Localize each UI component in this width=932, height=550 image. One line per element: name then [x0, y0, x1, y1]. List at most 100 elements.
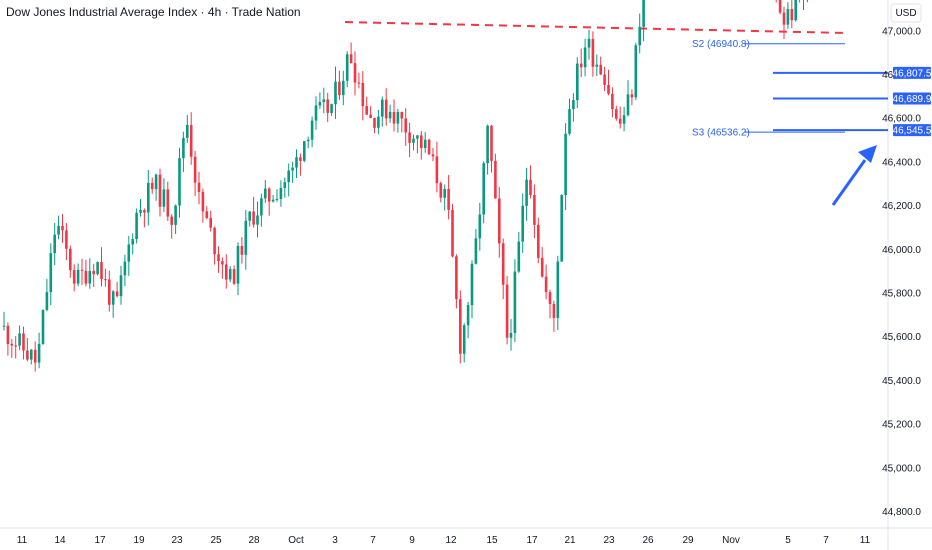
candle-body — [790, 9, 794, 21]
candle-body — [509, 332, 513, 338]
candle-body — [455, 256, 458, 300]
candle-body — [474, 238, 478, 264]
candle-body — [18, 333, 21, 346]
candle-body — [622, 115, 626, 124]
candle-body — [135, 212, 138, 240]
y-tick-label: 44,800.0 — [882, 507, 921, 518]
support-price-badge — [893, 66, 931, 79]
candle-body — [630, 94, 634, 98]
candle-body — [404, 118, 407, 133]
candle-body — [548, 292, 552, 304]
candle-body — [201, 191, 205, 212]
candle-body — [37, 343, 41, 363]
candle-body — [579, 63, 583, 68]
candle-body — [466, 305, 470, 326]
candle-body — [439, 183, 443, 198]
candle-body — [267, 188, 271, 202]
candle-body — [108, 279, 111, 305]
candle-body — [303, 141, 306, 161]
y-tick-label: 46,400.0 — [882, 157, 921, 168]
candle-body — [225, 264, 228, 280]
candle-body — [256, 215, 259, 225]
support-price-badge-text: 46,807.5 — [893, 68, 932, 79]
candle-body — [260, 198, 263, 216]
candle-body — [443, 188, 446, 198]
candle-body — [111, 291, 115, 305]
candle-body — [642, 0, 645, 27]
currency-button[interactable] — [890, 3, 922, 23]
x-tick-label: 11 — [860, 535, 871, 546]
candle-body — [396, 111, 400, 124]
candle-body — [53, 234, 56, 254]
candle-body — [178, 158, 181, 206]
candle-body — [537, 224, 540, 258]
candle-body — [377, 116, 380, 128]
candle-body — [131, 239, 134, 245]
candle-body — [618, 118, 622, 124]
candle-body — [88, 270, 92, 284]
candle-body — [76, 269, 80, 284]
candle-body — [365, 106, 368, 115]
candle-body — [572, 100, 575, 110]
candle-body — [205, 211, 209, 219]
levels-layer: R2 (48341.8)(47937.2)S1 (47236.7)S2 (469… — [344, 21, 888, 139]
candle-body — [299, 157, 302, 161]
y-tick-label: 45,400.0 — [882, 376, 921, 387]
candle-body — [189, 124, 193, 157]
candle-body — [174, 205, 177, 225]
candle-body — [123, 261, 127, 276]
y-tick-label: 45,600.0 — [882, 332, 921, 343]
candle-body — [615, 109, 618, 119]
candle-body — [322, 99, 326, 103]
candle-body — [22, 333, 25, 351]
candle-body — [170, 216, 173, 225]
candle-body — [576, 63, 579, 101]
candle-body — [330, 104, 333, 113]
candle-body — [490, 125, 493, 161]
candle-body — [6, 325, 10, 344]
candle-body — [626, 94, 630, 116]
currency-label: USD — [895, 8, 916, 19]
candle-body — [49, 253, 53, 293]
candle-body — [310, 120, 314, 140]
candle-body — [357, 82, 361, 84]
candle-body — [587, 38, 591, 48]
x-tick-label: 17 — [94, 535, 106, 546]
candle-body — [388, 111, 392, 119]
candle-body — [221, 261, 224, 265]
candle-body — [182, 137, 185, 159]
candle-body — [540, 257, 544, 277]
x-tick-label: 15 — [486, 535, 498, 546]
candle-body — [279, 187, 283, 199]
candle-body — [158, 174, 162, 207]
candle-body — [2, 325, 6, 327]
time-axis[interactable]: 11 14 17 19 23 25 28 Oct 3 7 9 12 15 17 21 23 26 29 Nov 5 7 1… — [17, 535, 871, 546]
y-tick-label: 45,200.0 — [882, 420, 921, 431]
candle-body — [459, 299, 462, 354]
candle-body — [611, 93, 614, 110]
pivot-label: S3 (46536.2) — [692, 128, 750, 139]
candle-body — [236, 245, 240, 284]
candle-body — [482, 163, 485, 215]
candle-body — [420, 135, 423, 149]
candle-body — [517, 241, 521, 272]
candle-body — [529, 179, 532, 196]
candle-body — [544, 276, 548, 293]
candle-body — [591, 38, 595, 67]
candle-body — [412, 138, 415, 143]
candle-body — [69, 248, 72, 271]
candle-body — [392, 111, 396, 124]
candle-body — [143, 210, 146, 213]
candle-body — [560, 195, 563, 262]
annotation-layer — [831, 145, 877, 206]
x-tick-label: 17 — [526, 535, 538, 546]
candle-body — [505, 284, 509, 338]
candle-body — [33, 349, 37, 363]
candle-body — [338, 81, 341, 96]
candle-body — [26, 350, 29, 360]
candle-body — [786, 9, 790, 25]
candle-body — [154, 174, 158, 190]
candle-body — [306, 139, 310, 142]
candle-body — [521, 205, 524, 242]
